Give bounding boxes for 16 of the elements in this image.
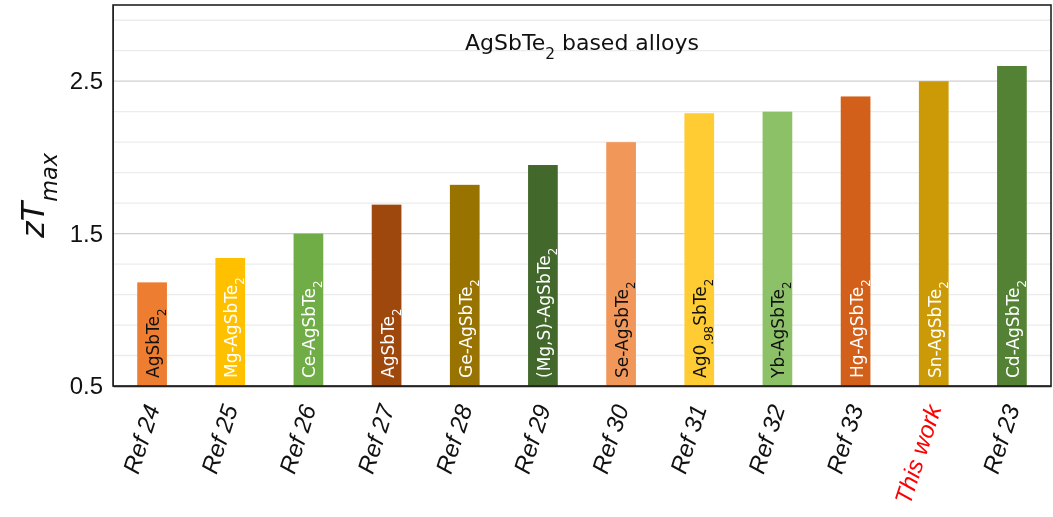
x-tick-label: Ref 27 (351, 399, 400, 477)
x-tick-label: Ref 25 (195, 400, 244, 477)
text: AgSbTe$_{2}$ based alloys (464, 30, 700, 63)
y-tick-label: 2.5 (69, 67, 103, 95)
x-tick-label: Ref 24 (117, 401, 165, 477)
x-tick-label: Ref 28 (429, 400, 478, 477)
x-tick-label: Ref 32 (742, 401, 791, 477)
x-tick-label: Ref 23 (977, 400, 1025, 477)
x-tick-label: Ref 26 (273, 400, 322, 477)
x-tick-label: Ref 30 (586, 400, 635, 477)
x-tick-label: Ref 29 (508, 401, 556, 477)
x-tick-label: Ref 33 (820, 400, 869, 477)
y-tick-label: 1.5 (69, 219, 103, 247)
y-tick-label: 0.5 (69, 372, 103, 400)
x-tick-label: Ref 31 (664, 401, 713, 477)
x-tick-label: This work (889, 399, 948, 508)
